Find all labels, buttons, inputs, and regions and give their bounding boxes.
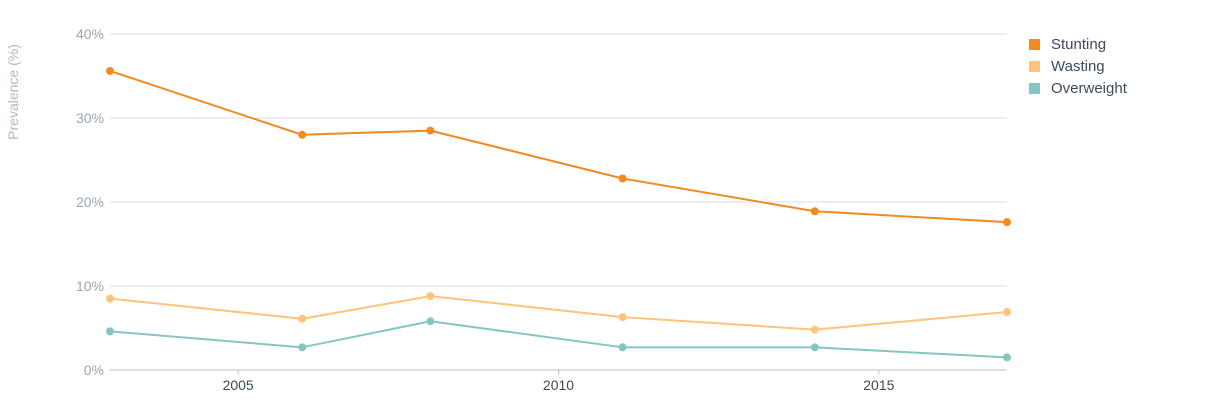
- wasting-line: [109, 295, 1008, 331]
- series-lines: [106, 66, 1011, 362]
- legend-label: Stunting: [1051, 35, 1107, 53]
- wasting-point[interactable]: [1003, 308, 1011, 317]
- stunting-point[interactable]: [810, 207, 819, 216]
- legend-swatch: [1029, 38, 1040, 50]
- wasting-point[interactable]: [106, 294, 114, 303]
- y-tick-label: 0%: [84, 362, 104, 378]
- y-axis-title: Prevalence (%): [5, 44, 21, 140]
- legend-label: Wasting: [1051, 57, 1105, 75]
- legend-item-overweight[interactable]: Overweight: [1029, 77, 1127, 99]
- y-tick-label: 30%: [76, 110, 104, 126]
- stunting-point[interactable]: [1003, 218, 1011, 227]
- legend-label: Overweight: [1051, 79, 1127, 97]
- x-tick-label: 2010: [543, 377, 574, 393]
- overweight-point[interactable]: [298, 343, 307, 352]
- y-tick-label: 20%: [76, 194, 104, 210]
- legend-swatch: [1029, 82, 1040, 94]
- gridlines: [110, 33, 1007, 371]
- overweight-point[interactable]: [426, 317, 435, 326]
- overweight-point[interactable]: [1003, 353, 1011, 362]
- stunting-point[interactable]: [298, 130, 307, 139]
- y-axis-ticks: 0% 10% 20% 30% 40%: [76, 26, 104, 378]
- legend-swatch: [1029, 60, 1040, 72]
- overweight-point[interactable]: [810, 343, 819, 352]
- x-axis-ticks: 2005 2010 2015: [223, 370, 895, 393]
- stunting-point[interactable]: [106, 66, 114, 75]
- overweight-point[interactable]: [106, 327, 114, 336]
- wasting-point[interactable]: [298, 314, 307, 323]
- overweight-series: [106, 317, 1011, 362]
- legend-item-wasting[interactable]: Wasting: [1029, 55, 1127, 77]
- overweight-point[interactable]: [618, 343, 627, 352]
- wasting-point[interactable]: [618, 313, 627, 322]
- y-tick-label: 10%: [76, 278, 104, 294]
- stunting-point[interactable]: [618, 174, 627, 183]
- wasting-point[interactable]: [810, 325, 819, 334]
- overweight-line: [109, 320, 1008, 359]
- stunting-series: [106, 66, 1011, 227]
- chart-legend: Stunting Wasting Overweight: [1029, 33, 1127, 99]
- x-tick-label: 2005: [223, 377, 254, 393]
- stunting-line: [109, 70, 1008, 224]
- y-tick-label: 40%: [76, 26, 104, 42]
- legend-item-stunting[interactable]: Stunting: [1029, 33, 1127, 55]
- x-tick-label: 2015: [863, 377, 894, 393]
- wasting-series: [106, 292, 1011, 334]
- wasting-point[interactable]: [426, 292, 435, 301]
- stunting-point[interactable]: [426, 126, 435, 135]
